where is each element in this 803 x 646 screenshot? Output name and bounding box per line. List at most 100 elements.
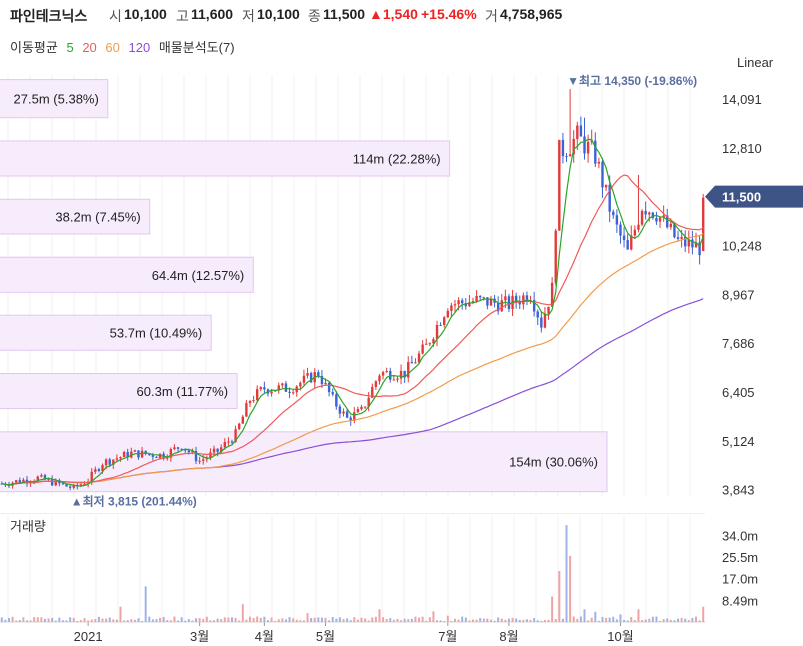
volume-bar <box>302 620 305 622</box>
candle <box>90 471 93 482</box>
volume-bar <box>61 620 64 622</box>
volume-bar <box>137 618 140 622</box>
candle <box>94 469 97 472</box>
volume-bar <box>241 604 244 622</box>
candle <box>130 451 133 458</box>
candle <box>281 383 284 386</box>
candle <box>284 383 288 392</box>
volume-bar <box>159 617 162 622</box>
volume-bar <box>141 620 144 622</box>
volume-bar <box>400 620 403 622</box>
volume-bar <box>270 617 273 622</box>
ma20-line <box>1 174 704 486</box>
volume-bar <box>396 618 399 622</box>
volume-bar <box>317 617 320 622</box>
volume-bar <box>252 618 255 622</box>
x-tick-label: 3월 <box>190 629 209 644</box>
volume-bar <box>195 618 198 622</box>
scale-mode-toggle[interactable]: Linear <box>737 55 774 70</box>
stock-name: 파인테크닉스 <box>10 8 88 24</box>
volume-bar <box>594 611 597 622</box>
candle <box>306 373 309 376</box>
candle <box>356 409 360 413</box>
candle <box>7 485 11 487</box>
ma5-label[interactable]: 5 <box>66 40 74 55</box>
candle <box>79 484 83 487</box>
volume-bar <box>328 620 331 622</box>
volume-bar <box>500 618 503 622</box>
volume-tick-label: 8.49m <box>722 593 758 608</box>
low-label: 저 <box>242 8 255 24</box>
ma20-label[interactable]: 20 <box>82 40 97 55</box>
y-tick-label: 3,843 <box>722 483 755 498</box>
candle <box>83 483 86 485</box>
volume-profile-label: 64.4m (12.57%) <box>152 268 245 283</box>
candle <box>396 378 399 380</box>
candle <box>507 296 511 309</box>
low-annotation: ▲최저 3,815 (201.44%) <box>71 494 197 509</box>
change-value: ▲1,540 <box>369 6 418 22</box>
volume-bar <box>94 619 97 622</box>
volume-bar <box>421 616 424 622</box>
y-tick-label: 5,124 <box>722 434 755 449</box>
volume-bar <box>87 620 90 622</box>
candle <box>320 376 324 385</box>
candle <box>202 459 205 461</box>
volume-profile-bar <box>0 198 151 235</box>
volume-bar <box>101 618 104 622</box>
volume-bar <box>644 619 647 622</box>
last-price-tag <box>705 185 803 208</box>
ma60-label[interactable]: 60 <box>105 40 120 55</box>
volume-bar <box>58 617 61 622</box>
candle <box>155 456 158 458</box>
candle <box>407 362 410 378</box>
candle <box>151 454 155 457</box>
volume-bar <box>97 616 100 622</box>
volume-bar <box>504 619 507 622</box>
volume-bar <box>651 616 654 622</box>
volume-bar <box>223 617 226 622</box>
candle <box>673 223 676 238</box>
volume-bar <box>461 616 464 622</box>
ma-label[interactable]: 이동평균 <box>10 40 58 55</box>
candle <box>536 311 539 318</box>
volume-bar <box>547 619 550 622</box>
volume-bar <box>299 620 302 622</box>
candle <box>532 300 536 312</box>
volume-bar <box>115 619 118 622</box>
candle <box>317 372 320 377</box>
volume-profile-label[interactable]: 매물분석도(7) <box>158 40 235 55</box>
candle <box>288 391 291 393</box>
volume-profile-bar <box>0 431 608 493</box>
candle <box>691 239 694 248</box>
volume-bar <box>385 619 388 622</box>
candle <box>392 379 396 381</box>
volume-bar <box>216 618 219 622</box>
candle <box>586 141 590 154</box>
volume-bar <box>569 555 572 622</box>
volume-divider <box>0 513 705 514</box>
volume-bar <box>619 614 622 622</box>
candle <box>619 224 622 236</box>
volume-bar <box>51 617 54 622</box>
candle <box>496 302 500 312</box>
candle <box>403 370 406 378</box>
candle <box>702 197 705 252</box>
candle <box>612 211 615 216</box>
volume-bar <box>108 617 111 622</box>
volume-bar <box>374 616 377 622</box>
candle <box>514 295 518 303</box>
volume-bar <box>572 616 575 622</box>
candle <box>277 385 280 391</box>
candle <box>504 296 507 301</box>
volume-bar <box>702 606 705 622</box>
volume-profile-bar <box>0 372 238 410</box>
volume-bar <box>511 617 514 622</box>
volume-bar <box>346 618 349 622</box>
candle <box>450 305 453 311</box>
volume-bar <box>43 618 46 622</box>
ma120-label[interactable]: 120 <box>128 40 151 55</box>
volume-bar <box>666 618 669 622</box>
volume-bar <box>173 616 176 622</box>
